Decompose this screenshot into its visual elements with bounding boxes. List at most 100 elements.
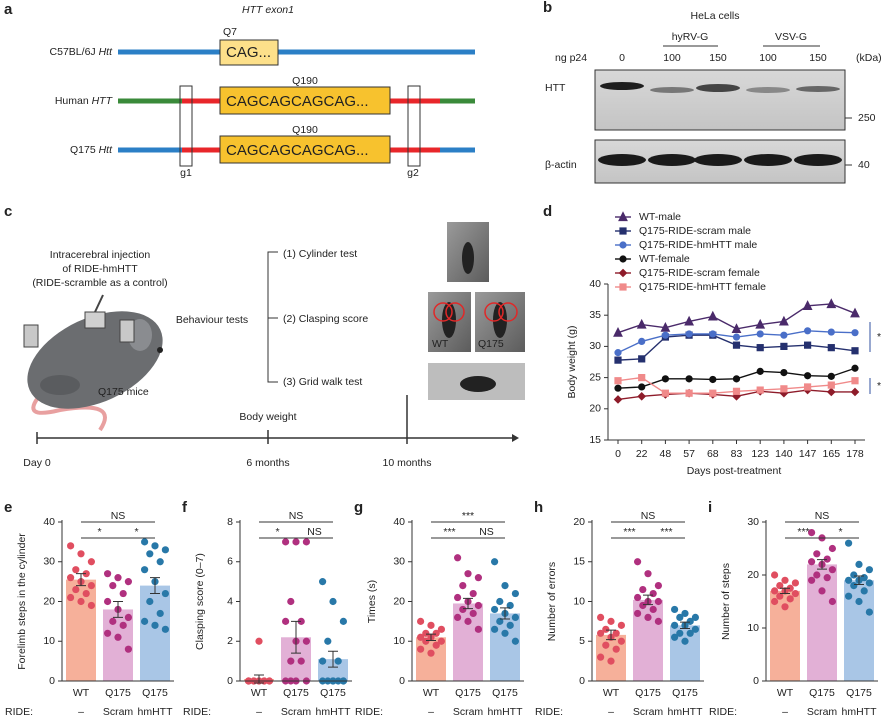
data-point (297, 617, 305, 625)
significance-label: NS (111, 510, 126, 522)
significance-label: NS (307, 526, 322, 538)
y-tick-label: 20 (43, 595, 55, 607)
marker (780, 342, 788, 350)
data-point (644, 613, 652, 622)
x-tick-label: WT (73, 687, 90, 699)
significance-label: * (275, 526, 279, 538)
legend-label: Q175-RIDE-scram male (639, 225, 751, 237)
data-point (124, 578, 132, 586)
axis (607, 284, 865, 441)
test-label: (3) Grid walk test (283, 376, 362, 388)
data-point (119, 621, 127, 629)
x-subtick-label: – (428, 706, 434, 718)
data-point (496, 597, 504, 606)
marker (619, 227, 627, 235)
data-point (459, 582, 467, 590)
data-point (676, 629, 684, 637)
construct-q175 (118, 135, 475, 164)
data-point (109, 617, 117, 625)
data-point (771, 597, 779, 606)
marker (618, 268, 628, 278)
data-point (501, 582, 509, 590)
blot-label: HTT (545, 82, 566, 94)
y-tick-label: 40 (589, 278, 601, 290)
data-point (329, 597, 337, 606)
error-bar (76, 573, 86, 587)
legend-label: WT-female (639, 253, 690, 265)
x-tick-label: 22 (636, 448, 648, 460)
bar (490, 613, 520, 681)
data-point (297, 657, 305, 665)
data-point (114, 574, 122, 582)
data-point (161, 546, 169, 554)
marker (732, 375, 741, 383)
data-point (432, 641, 440, 649)
data-point (141, 566, 149, 574)
marker (756, 330, 764, 338)
x-subtick-label: – (256, 706, 262, 718)
annotation: * (877, 331, 881, 343)
data-point (87, 601, 95, 610)
error-bar (817, 559, 827, 570)
data-point (850, 571, 858, 579)
data-point (255, 637, 263, 645)
data-point (691, 613, 700, 622)
y-tick-label: 0 (753, 675, 759, 687)
error-bar (328, 650, 338, 668)
significance-label: *** (797, 526, 809, 538)
data-point (287, 657, 295, 665)
x-subtick-label: hmHTT (316, 706, 352, 718)
repeat-label: Q190 (292, 75, 318, 87)
gene: Htt (99, 144, 114, 156)
data-point (808, 558, 816, 566)
marker (851, 347, 859, 355)
injection-text: Intracerebral injection (50, 249, 151, 261)
x-tick-label: 178 (846, 448, 864, 460)
data-point (339, 617, 347, 625)
data-point (282, 538, 290, 546)
repeat-label: Q7 (223, 26, 237, 38)
sequence: CAG... (226, 44, 271, 61)
y-tick-label: 0 (579, 675, 585, 687)
marker (614, 356, 622, 364)
data-point (686, 629, 694, 637)
marker (826, 298, 837, 309)
marker (709, 330, 717, 338)
marker (732, 387, 741, 395)
data-point (850, 582, 858, 590)
significance-label: NS (479, 526, 494, 538)
significance-label: *** (660, 526, 672, 538)
construct-human (118, 86, 475, 115)
data-point (634, 558, 642, 566)
x-subtick-label: hmHTT (488, 706, 524, 718)
data-point (639, 585, 647, 594)
photo-label: Q175 (478, 338, 504, 350)
lane-label: 0 (619, 52, 625, 64)
data-point (845, 539, 853, 547)
data-point (334, 657, 342, 665)
x-tick-label: WT (251, 687, 268, 699)
blot (594, 69, 846, 131)
lane-label: 100 (759, 52, 777, 64)
error-bar (426, 633, 436, 641)
data-point (511, 637, 519, 645)
group-label: RIDE: (355, 706, 383, 718)
sequence: CAGCAGCAGCAG... (226, 142, 369, 159)
data-point (776, 592, 784, 600)
data-point (114, 633, 122, 641)
x-tick-label: Q175 (105, 687, 131, 699)
timeline-tick-label: 6 months (246, 457, 289, 469)
panel-letter: a (4, 1, 13, 18)
x-tick-label: 0 (615, 448, 621, 460)
y-tick-label: 30 (747, 516, 759, 528)
data-point (151, 621, 159, 629)
data-point (644, 570, 652, 578)
data-point (781, 576, 789, 584)
repeat-label: Q190 (292, 124, 318, 136)
data-point (427, 649, 435, 657)
data-point (156, 558, 164, 566)
timeline-tick-label: Day 0 (23, 457, 51, 469)
y-tick-label: 15 (589, 434, 601, 446)
panel-letter: i (708, 499, 712, 516)
